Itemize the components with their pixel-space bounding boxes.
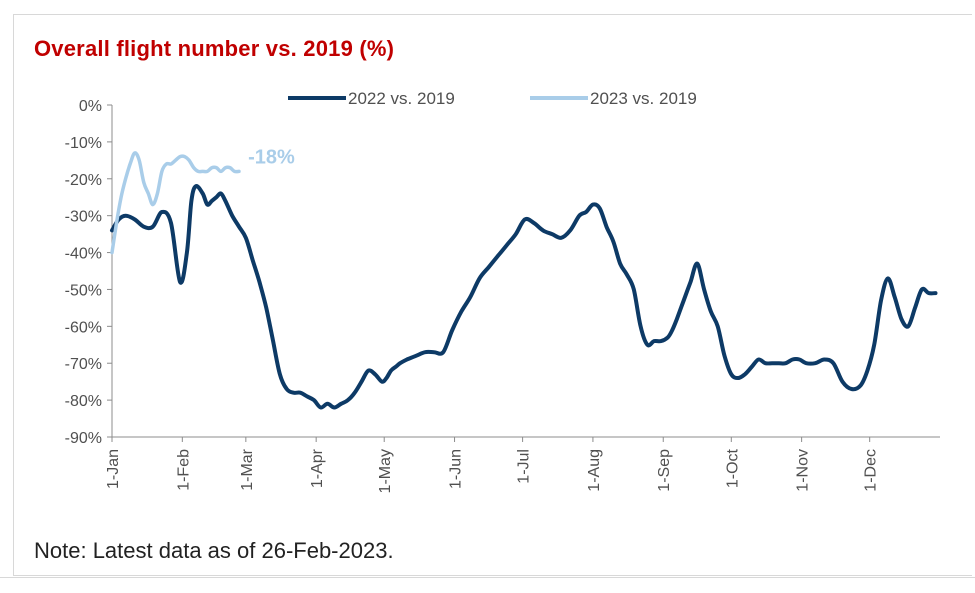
latest-value-callout: -18% — [248, 147, 295, 169]
y-tick-label: -90% — [65, 430, 102, 447]
x-tick-label: 1-Jan — [105, 449, 122, 489]
y-axis: 0% -10% -20% -30% -40% -50% -60% -70% -80% -90% — [65, 98, 113, 447]
x-tick-label: 1-Dec — [863, 449, 880, 492]
chart-frame — [13, 14, 972, 576]
x-tick-label: 1-Jun — [448, 449, 465, 489]
y-tick-label: -60% — [65, 319, 102, 336]
x-tick-label: 1-Aug — [586, 449, 603, 492]
series-line-2023 — [110, 151, 241, 255]
y-tick-label: -10% — [65, 135, 102, 152]
x-tick-label: 1-Mar — [239, 448, 256, 490]
annotations: -18% — [248, 147, 295, 169]
x-tick-label: 1-Apr — [309, 448, 326, 488]
y-tick-label: 0% — [79, 98, 102, 115]
x-tick-label: 1-Oct — [724, 448, 741, 488]
legend-label: 2023 vs. 2019 — [590, 89, 697, 108]
legend: 2022 vs. 2019 2023 vs. 2019 — [288, 89, 697, 108]
y-tick-label: -70% — [65, 356, 102, 373]
x-axis: 1-Jan 1-Feb 1-Mar 1-Apr 1-May 1-Jun 1-Jul 1-Aug… — [105, 436, 940, 493]
x-tick-label: 1-Jul — [516, 449, 533, 484]
divider — [0, 577, 975, 578]
y-tick-label: -80% — [65, 393, 102, 410]
chart-title: Overall flight number vs. 2019 (%) — [34, 36, 395, 61]
x-tick-label: 1-Feb — [175, 449, 192, 491]
y-tick-label: -50% — [65, 282, 102, 299]
x-tick-label: 1-May — [377, 449, 394, 493]
y-tick-label: -40% — [65, 246, 102, 263]
x-tick-label: 1-Nov — [795, 449, 812, 492]
series-line-2022 — [110, 184, 938, 410]
x-tick-label: 1-Sep — [656, 449, 673, 492]
legend-label: 2022 vs. 2019 — [348, 89, 455, 108]
series-layer — [110, 151, 938, 410]
y-tick-label: -30% — [65, 209, 102, 226]
y-tick-label: -20% — [65, 172, 102, 189]
data-note: Note: Latest data as of 26-Feb-2023. — [34, 538, 394, 563]
